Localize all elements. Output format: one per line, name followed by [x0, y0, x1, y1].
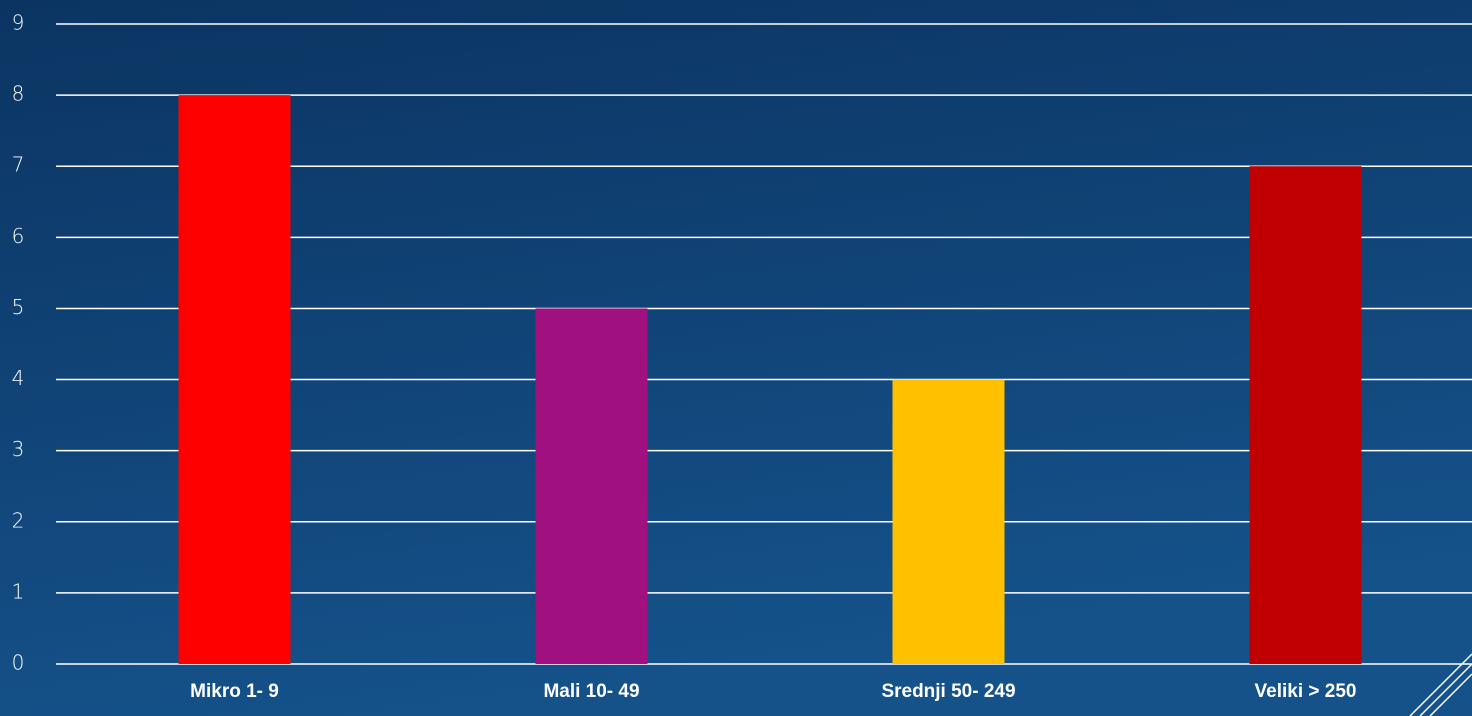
- x-tick-label: Veliki > 250: [1255, 681, 1357, 702]
- y-tick-label: 3: [12, 437, 25, 461]
- x-tick-label: Mali 10- 49: [543, 681, 639, 702]
- x-tick-label: Srednji 50- 249: [881, 681, 1015, 702]
- x-tick-label: Mikro 1- 9: [190, 681, 279, 702]
- bar: [1249, 166, 1362, 664]
- bar: [178, 95, 291, 665]
- y-tick-label: 4: [12, 366, 25, 390]
- y-tick-label: 6: [12, 224, 25, 248]
- bar: [892, 379, 1005, 664]
- y-tick-label: 2: [12, 508, 25, 532]
- y-tick-label: 0: [12, 651, 25, 675]
- y-tick-label: 5: [12, 295, 25, 319]
- y-tick-label: 9: [12, 11, 25, 35]
- y-tick-label: 8: [12, 82, 25, 106]
- y-tick-label: 7: [12, 153, 25, 177]
- bar: [535, 308, 648, 664]
- y-tick-label: 1: [12, 579, 25, 603]
